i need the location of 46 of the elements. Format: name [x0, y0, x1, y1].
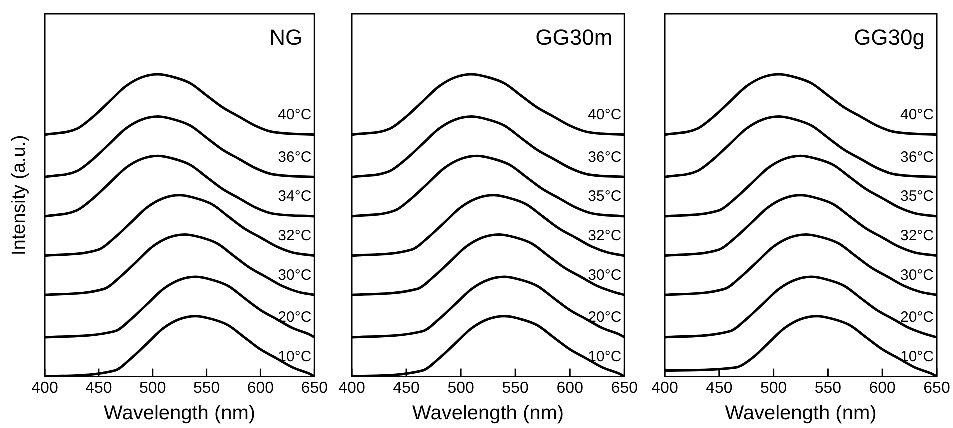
- series-label: 32°C: [278, 228, 312, 245]
- series-label: 10°C: [588, 348, 622, 366]
- series-label: 20°C: [278, 309, 312, 326]
- x-tick-label: 550: [814, 380, 842, 397]
- x-tick-label: 600: [869, 380, 896, 397]
- x-tick-label: 500: [140, 380, 166, 397]
- chart-title: GG30m: [536, 25, 613, 50]
- x-tick-label: 550: [502, 380, 530, 397]
- series-label: 34°C: [278, 188, 312, 206]
- chart-title: GG30g: [854, 25, 925, 50]
- x-tick-label: 400: [32, 380, 58, 397]
- x-tick-label: 500: [448, 380, 475, 397]
- x-tick-label: 450: [393, 380, 420, 397]
- series-label: 32°C: [900, 228, 934, 245]
- series-label: 40°C: [278, 106, 312, 124]
- chart-title: NG: [270, 25, 303, 50]
- x-axis-title: Wavelength (nm): [104, 402, 256, 425]
- x-tick-label: 650: [924, 380, 950, 397]
- x-tick-label: 400: [652, 380, 678, 397]
- x-tick-label: 500: [760, 380, 788, 397]
- x-tick-label: 400: [338, 380, 366, 397]
- x-axis-title: Wavelength (nm): [725, 402, 877, 425]
- x-tick-label: 600: [247, 380, 274, 397]
- y-axis-title: Intensity (a.u.): [9, 135, 30, 256]
- series-label: 35°C: [900, 188, 934, 206]
- x-tick-label: 650: [301, 380, 328, 397]
- series-label: 30°C: [588, 266, 622, 284]
- x-tick-label: 450: [706, 380, 733, 397]
- series-label: 10°C: [278, 348, 312, 366]
- series-label: 36°C: [278, 148, 312, 166]
- series-label: 30°C: [278, 266, 312, 284]
- x-tick-label: 450: [86, 380, 112, 397]
- series-label: 32°C: [588, 228, 622, 245]
- series-label: 20°C: [588, 309, 622, 326]
- x-axis-title: Wavelength (nm): [412, 402, 564, 425]
- x-tick-label: 550: [193, 380, 220, 397]
- series-label: 36°C: [588, 148, 622, 166]
- series-label: 40°C: [588, 106, 622, 124]
- series-label: 36°C: [900, 148, 934, 166]
- series-label: 40°C: [900, 106, 934, 124]
- series-label: 10°C: [900, 348, 934, 366]
- x-tick-label: 650: [611, 380, 638, 397]
- series-label: 30°C: [900, 266, 934, 284]
- series-label: 35°C: [588, 188, 622, 206]
- x-tick-label: 600: [556, 380, 584, 397]
- series-label: 20°C: [900, 309, 934, 326]
